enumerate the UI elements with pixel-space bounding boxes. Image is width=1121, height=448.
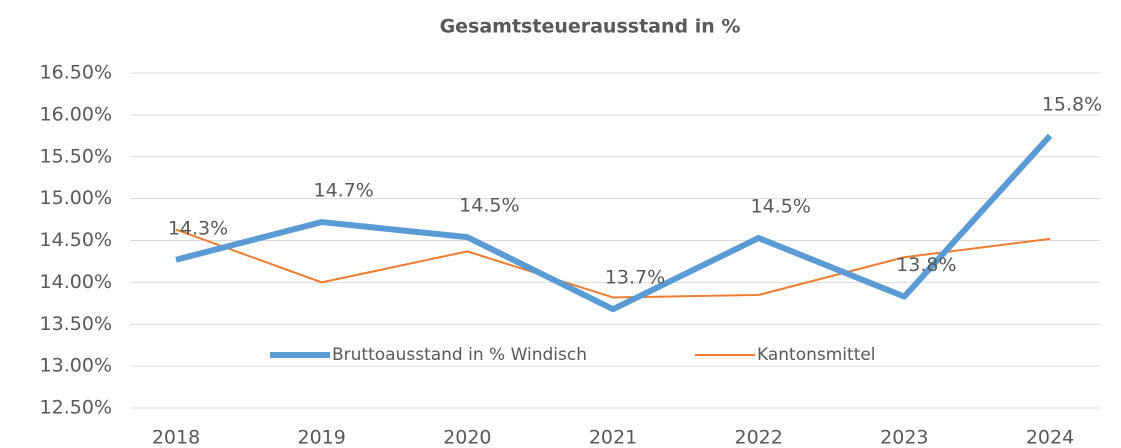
x-tick-label: 2018 bbox=[152, 427, 200, 448]
data-label: 14.7% bbox=[313, 180, 373, 202]
y-tick-label: 14.50% bbox=[40, 229, 112, 251]
y-tick-label: 12.50% bbox=[40, 397, 112, 419]
x-tick-label: 2022 bbox=[734, 427, 782, 448]
x-tick-label: 2023 bbox=[880, 427, 928, 448]
x-tick-label: 2019 bbox=[297, 427, 345, 448]
data-label: 15.8% bbox=[1042, 93, 1102, 115]
y-tick-label: 16.00% bbox=[40, 103, 112, 125]
data-label: 13.7% bbox=[605, 267, 665, 289]
y-tick-label: 13.50% bbox=[40, 313, 112, 335]
series-line bbox=[175, 133, 1053, 313]
data-label: 14.5% bbox=[459, 195, 519, 217]
x-tick-label: 2024 bbox=[1026, 427, 1074, 448]
chart-title: Gesamtsteuerausstand in % bbox=[440, 16, 741, 38]
series-line bbox=[175, 228, 1051, 299]
y-tick-label: 14.00% bbox=[40, 271, 112, 293]
y-tick-label: 15.50% bbox=[40, 145, 112, 167]
legend-label: Kantonsmittel bbox=[757, 345, 876, 365]
x-tick-label: 2021 bbox=[589, 427, 637, 448]
legend-label: Bruttoausstand in % Windisch bbox=[332, 345, 587, 365]
x-tick-label: 2020 bbox=[443, 427, 491, 448]
y-tick-label: 13.00% bbox=[40, 355, 112, 377]
data-label: 13.8% bbox=[896, 254, 956, 276]
y-tick-label: 16.50% bbox=[40, 62, 112, 84]
y-tick-label: 15.00% bbox=[40, 187, 112, 209]
data-label: 14.3% bbox=[168, 217, 228, 239]
data-label: 14.5% bbox=[750, 195, 810, 217]
